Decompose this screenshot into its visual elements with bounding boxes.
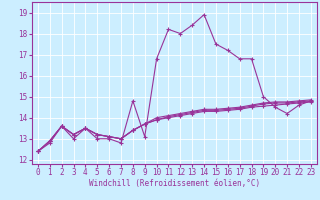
- X-axis label: Windchill (Refroidissement éolien,°C): Windchill (Refroidissement éolien,°C): [89, 179, 260, 188]
